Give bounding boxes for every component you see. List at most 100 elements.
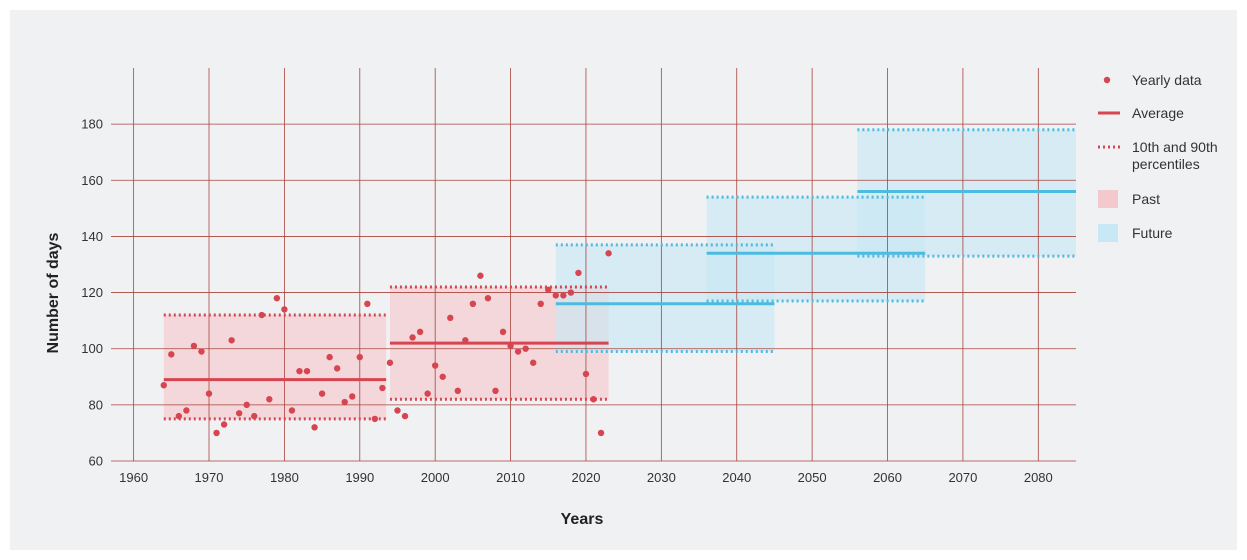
data-point-1988 <box>341 398 348 406</box>
data-point-2010 <box>507 342 514 350</box>
data-point-1978 <box>266 396 273 403</box>
legend: Yearly data Average 10th and 90th percentil… <box>1098 72 1218 242</box>
data-point-1985 <box>318 390 326 397</box>
data-point-1981 <box>288 407 296 414</box>
legend-label: Past <box>1132 191 1160 207</box>
period-lines-layer <box>163 128 1076 421</box>
data-point-2022 <box>597 429 605 437</box>
data-point-1967 <box>183 407 190 414</box>
x-tick-label: 2050 <box>798 470 827 485</box>
data-point-1999 <box>424 390 431 397</box>
y-tick-label: 120 <box>81 285 103 300</box>
x-tick-label: 2060 <box>873 470 902 485</box>
data-point-2006 <box>477 272 484 279</box>
x-tick-label: 2080 <box>1024 470 1053 485</box>
data-point-2000 <box>431 362 439 369</box>
y-tick-label: 80 <box>89 397 103 412</box>
y-tick-label: 160 <box>81 173 103 188</box>
data-point-1980 <box>281 306 288 313</box>
data-point-1968 <box>190 342 198 350</box>
data-point-2002 <box>447 314 454 322</box>
x-tick-label: 1980 <box>270 470 299 485</box>
data-point-2005 <box>469 300 477 307</box>
data-point-2009 <box>499 328 507 336</box>
y-tick-label: 60 <box>89 454 103 469</box>
data-point-1979 <box>273 294 281 302</box>
data-point-1998 <box>416 328 424 336</box>
data-point-1984 <box>311 424 318 431</box>
data-point-1992 <box>371 415 379 423</box>
data-point-2008 <box>492 387 499 395</box>
data-point-1987 <box>333 365 341 372</box>
data-point-1995 <box>394 407 401 414</box>
data-point-1977 <box>258 311 265 319</box>
data-point-1974 <box>235 410 243 417</box>
grid-layer <box>111 68 1076 462</box>
data-point-2014 <box>537 300 544 307</box>
legend-past-swatch <box>1098 190 1118 208</box>
data-point-2019 <box>575 269 582 277</box>
data-point-2021 <box>590 396 597 403</box>
legend-item: Future <box>1098 224 1173 242</box>
data-point-1993 <box>379 384 386 392</box>
data-point-2018 <box>567 289 575 296</box>
data-point-1972 <box>220 421 228 428</box>
legend-future-swatch <box>1098 224 1118 242</box>
data-point-2007 <box>484 294 492 302</box>
x-tick-label: 2040 <box>722 470 751 485</box>
data-point-2020 <box>582 370 590 378</box>
data-point-1990 <box>356 353 363 361</box>
legend-item: Past <box>1098 190 1160 208</box>
data-point-2011 <box>514 348 522 355</box>
x-tick-label: 1990 <box>345 470 374 485</box>
data-point-2004 <box>462 337 469 344</box>
data-point-1965 <box>168 351 175 358</box>
data-point-1970 <box>205 390 213 397</box>
y-tick-label: 140 <box>81 229 103 244</box>
data-point-1982 <box>296 367 303 375</box>
data-point-1997 <box>409 334 416 341</box>
x-tick-label: 2000 <box>421 470 450 485</box>
y-axis-title: Number of days <box>45 232 62 353</box>
data-point-2015 <box>545 286 552 293</box>
data-point-2013 <box>529 359 537 366</box>
x-tick-label: 2020 <box>572 470 601 485</box>
data-point-2023 <box>605 250 612 257</box>
x-axis-title: Years <box>561 511 604 528</box>
data-point-2012 <box>522 345 529 352</box>
period-box-1964-1993 <box>163 315 387 419</box>
data-point-1966 <box>175 412 183 420</box>
y-tick-label: 100 <box>81 341 103 356</box>
legend-label: Yearly data <box>1132 72 1202 88</box>
data-point-1971 <box>213 429 220 437</box>
data-point-1994 <box>386 359 394 366</box>
legend-item: Average <box>1098 105 1184 121</box>
x-tick-label: 1960 <box>119 470 148 485</box>
x-tick-label: 2010 <box>496 470 525 485</box>
data-point-1975 <box>243 401 250 409</box>
tick-labels-layer: 1960 1970 1980 1990 2000 2010 2020 2030 2040 2050… <box>81 117 1052 485</box>
data-point-1983 <box>303 367 311 375</box>
data-point-2016 <box>552 292 560 299</box>
data-point-1989 <box>349 393 356 400</box>
data-point-1996 <box>401 412 409 420</box>
data-point-1991 <box>364 300 371 307</box>
data-point-2001 <box>439 373 446 380</box>
legend-label: 10th and 90th percentiles <box>1132 139 1218 172</box>
x-tick-label: 2070 <box>948 470 977 485</box>
periods-layer <box>163 129 1076 419</box>
data-point-2003 <box>454 387 461 395</box>
legend-label: Future <box>1132 225 1173 241</box>
legend-label: Average <box>1132 105 1184 121</box>
legend-item: Yearly data <box>1103 72 1202 88</box>
legend-dot-icon <box>1103 76 1111 84</box>
data-point-1986 <box>326 353 333 361</box>
data-point-1969 <box>198 348 205 355</box>
data-point-1964 <box>160 382 167 389</box>
y-tick-label: 180 <box>81 117 103 132</box>
x-tick-label: 1970 <box>195 470 224 485</box>
data-point-1976 <box>251 412 258 420</box>
yearly-points-layer <box>160 250 612 437</box>
data-point-1973 <box>228 337 235 344</box>
